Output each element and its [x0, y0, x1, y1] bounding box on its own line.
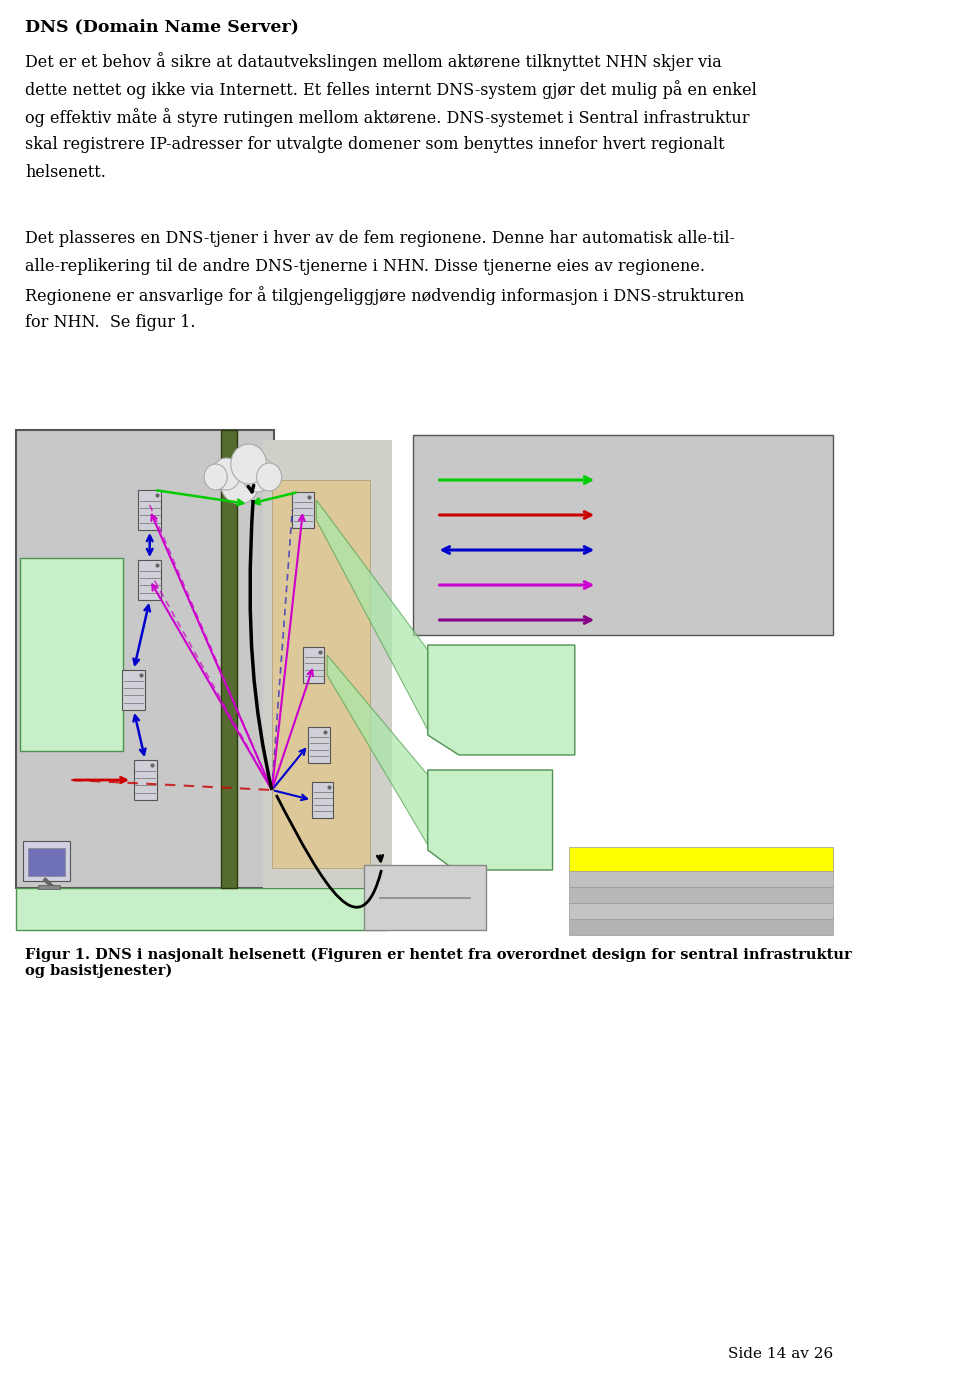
Bar [568, 887, 833, 903]
Circle shape [212, 458, 241, 490]
Polygon shape [428, 645, 575, 755]
FancyBboxPatch shape [312, 782, 333, 818]
Text: DNS (Domain Name Server): DNS (Domain Name Server) [25, 18, 299, 35]
FancyBboxPatch shape [138, 561, 161, 599]
Bar [568, 918, 833, 935]
Polygon shape [317, 500, 428, 731]
FancyBboxPatch shape [138, 490, 161, 530]
Circle shape [256, 463, 281, 492]
Bar [364, 865, 486, 929]
Circle shape [242, 456, 274, 492]
FancyBboxPatch shape [308, 726, 329, 762]
FancyBboxPatch shape [122, 670, 145, 710]
Bar [272, 481, 370, 869]
Bar [38, 885, 60, 889]
Bar [568, 903, 833, 918]
Bar [16, 888, 386, 929]
Text: Side 14 av 26: Side 14 av 26 [728, 1346, 833, 1362]
FancyBboxPatch shape [292, 492, 314, 528]
FancyBboxPatch shape [133, 760, 156, 800]
Polygon shape [428, 771, 553, 870]
Text: skal registrere IP-adresser for utvalgte domener som benyttes innefor hvert regi: skal registrere IP-adresser for utvalgte… [25, 135, 725, 153]
Text: Regionene er ansvarlige for å tilgjengeliggjøre nødvendig informasjon i DNS-stru: Regionene er ansvarlige for å tilgjengel… [25, 286, 744, 305]
Polygon shape [327, 655, 428, 845]
Text: Figur 1. DNS i nasjonalt helsenett (Figuren er hentet fra overordnet design for : Figur 1. DNS i nasjonalt helsenett (Figu… [25, 947, 852, 963]
Text: alle-replikering til de andre DNS-tjenerne i NHN. Disse tjenerne eies av regione: alle-replikering til de andre DNS-tjener… [25, 258, 705, 275]
Text: Det plasseres en DNS-tjener i hver av de fem regionene. Denne har automatisk all: Det plasseres en DNS-tjener i hver av de… [25, 231, 735, 247]
Bar [413, 435, 833, 635]
Text: og basistjenester): og basistjenester) [25, 964, 172, 978]
Bar [568, 847, 833, 871]
Text: helsenett.: helsenett. [25, 164, 106, 181]
Circle shape [204, 464, 228, 490]
FancyBboxPatch shape [303, 648, 324, 684]
Bar [19, 558, 123, 751]
Bar [263, 441, 392, 888]
Bar [16, 429, 275, 888]
Text: Det er et behov å sikre at datautvekslingen mellom aktørene tilknyttet NHN skjer: Det er et behov å sikre at datautvekslin… [25, 52, 722, 70]
Text: for NHN.  Se figur 1.: for NHN. Se figur 1. [25, 313, 196, 331]
Circle shape [220, 460, 259, 504]
Text: og effektiv måte å styre rutingen mellom aktørene. DNS-systemet i Sentral infras: og effektiv måte å styre rutingen mellom… [25, 108, 750, 127]
Circle shape [230, 445, 267, 483]
Bar [568, 871, 833, 887]
FancyBboxPatch shape [23, 841, 69, 881]
Bar [221, 429, 237, 888]
Bar [28, 848, 65, 876]
Text: dette nettet og ikke via Internett. Et felles internt DNS-system gjør det mulig : dette nettet og ikke via Internett. Et f… [25, 80, 756, 99]
